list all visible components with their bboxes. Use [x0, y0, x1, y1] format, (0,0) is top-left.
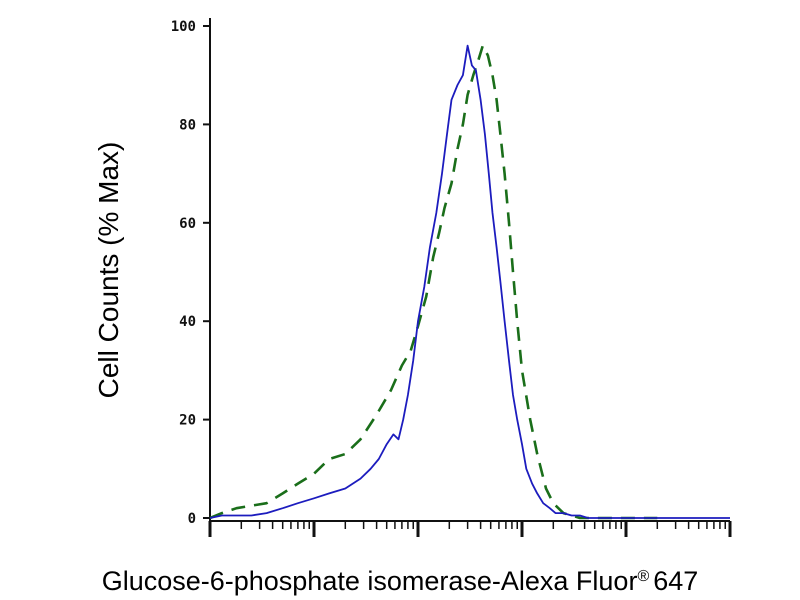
axes	[209, 18, 730, 522]
y-tick-label: 20	[179, 413, 196, 429]
series-layer	[209, 44, 730, 520]
series-2-line	[209, 44, 730, 519]
y-tick-label: 60	[179, 216, 196, 232]
x-axis-label-suffix: 647	[653, 566, 698, 596]
y-axis-label: Cell Counts (% Max)	[93, 142, 124, 399]
y-axis-ticks: 0 20 40 60 80 100	[171, 19, 210, 527]
y-tick-label: 40	[179, 314, 196, 330]
y-tick-label: 100	[171, 19, 196, 35]
x-axis-ticks	[208, 521, 732, 537]
y-tick-label: 0	[188, 511, 196, 527]
x-axis-label: Glucose-6-phosphate isomerase-Alexa Fluo…	[102, 566, 699, 596]
series-1-line	[209, 44, 658, 520]
x-axis-label-symbol: ®	[637, 568, 649, 585]
x-axis-label-main: Glucose-6-phosphate isomerase-Alexa Fluo…	[102, 566, 638, 596]
y-tick-label: 80	[179, 117, 196, 133]
